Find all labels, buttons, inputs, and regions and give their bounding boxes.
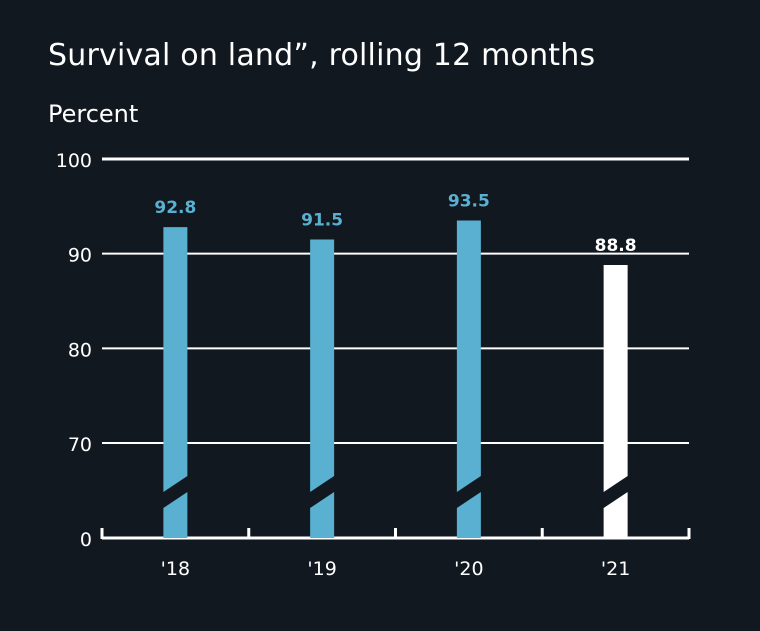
y-tick-label-80: 80 — [68, 339, 92, 361]
bar-'18-lower — [163, 492, 188, 538]
y-tick-label-90: 90 — [68, 245, 92, 267]
bar-'20-upper — [456, 220, 481, 493]
data-label-'20: 93.5 — [448, 192, 490, 212]
bar-'20-lower — [456, 492, 481, 538]
x-tick-label-'19: '19 — [307, 558, 336, 580]
y-tick-label-70: 70 — [68, 434, 92, 456]
data-label-'19: 91.5 — [301, 210, 343, 230]
data-label-'18: 92.8 — [154, 198, 196, 218]
bar-'19-upper — [310, 239, 335, 492]
x-tick-label-'18: '18 — [161, 558, 190, 580]
x-tick-label-'20: '20 — [454, 558, 483, 580]
bar-'21-lower — [603, 492, 628, 538]
bar-'21-upper — [603, 265, 628, 492]
data-label-'21: 88.8 — [595, 236, 637, 256]
chart-title: Survival on land”, rolling 12 months — [48, 38, 596, 73]
bar-'18-upper — [163, 227, 188, 492]
bar-'19-lower — [310, 492, 335, 538]
x-tick-label-'21: '21 — [601, 558, 630, 580]
y-tick-label-100: 100 — [56, 150, 92, 172]
y-tick-label-0: 0 — [80, 529, 92, 551]
y-axis-unit-label: Percent — [48, 100, 139, 128]
